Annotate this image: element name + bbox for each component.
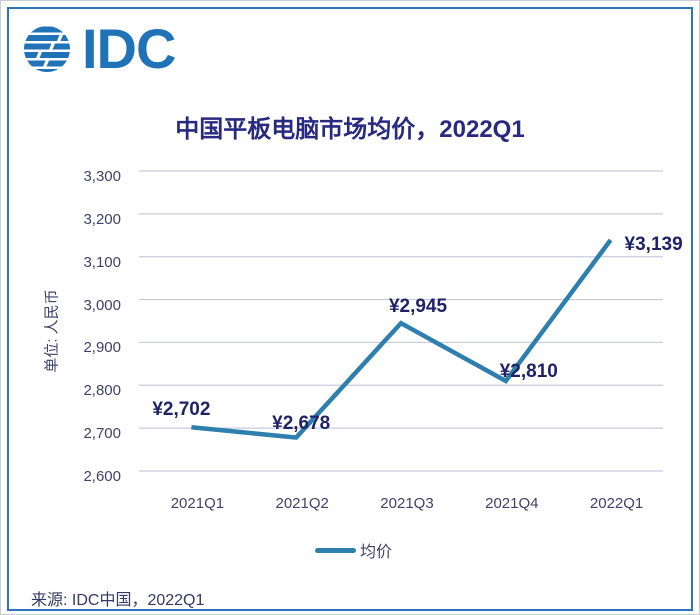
data-label: ¥2,678	[272, 412, 331, 434]
y-tick-label: 2,800	[83, 382, 121, 400]
x-tick-label: 2021Q2	[275, 495, 329, 512]
series-line	[191, 238, 613, 440]
x-tick-label: 2021Q1	[170, 495, 225, 512]
legend: 均价	[315, 538, 392, 562]
y-tick-label: 3,300	[83, 168, 121, 185]
x-tick-label: 2022Q1	[589, 495, 644, 512]
idc-logo-text: IDC	[82, 17, 176, 80]
x-tick-label: 2021Q3	[380, 495, 434, 512]
source-note: 来源: IDC中国，2022Q1	[31, 592, 205, 609]
data-label: ¥3,139	[624, 234, 683, 255]
legend-line-swatch	[315, 547, 356, 553]
y-tick-label: 3,200	[83, 210, 121, 228]
y-tick-label: 2,600	[83, 468, 121, 485]
data-label: ¥2,945	[388, 296, 448, 318]
legend-label: 均价	[360, 544, 393, 561]
idc-globe-icon	[24, 26, 70, 72]
y-tick-label: 3,000	[83, 296, 121, 314]
data-label: ¥2,702	[152, 399, 211, 421]
y-tick-label: 2,900	[83, 339, 121, 357]
data-label: ¥2,810	[499, 361, 558, 382]
y-tick-label: 2,700	[83, 425, 121, 443]
idc-logo: IDC	[23, 17, 176, 80]
y-tick-label: 3,100	[83, 253, 121, 271]
content-frame: IDC 中国平板电脑市场均价，2022Q1 单位: 人民币 3,300 3,200…	[7, 7, 693, 611]
x-tick-label: 2021Q4	[485, 495, 539, 512]
chart-title: 中国平板电脑市场均价，2022Q1	[175, 116, 525, 143]
